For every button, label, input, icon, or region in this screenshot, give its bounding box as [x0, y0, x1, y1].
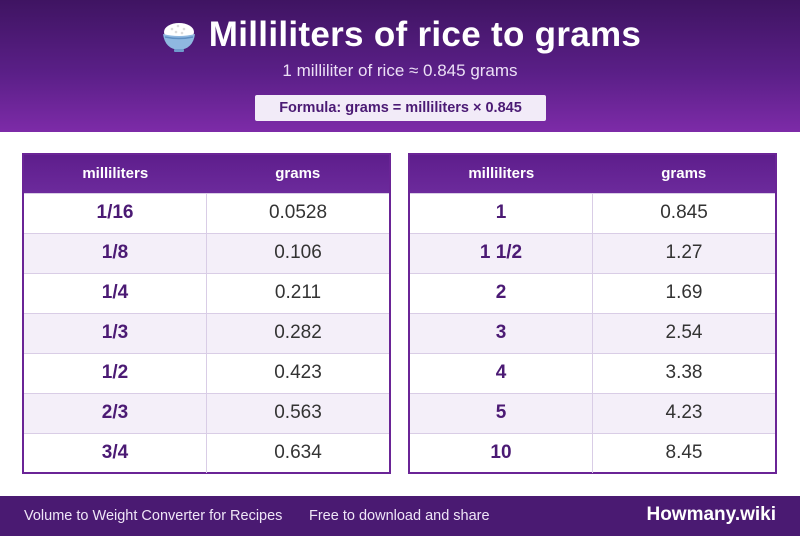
table-row: 1/16 0.0528 [24, 192, 389, 233]
cell-grams: 0.845 [592, 192, 775, 233]
table-row: 3/4 0.634 [24, 432, 389, 473]
title-row: Milliliters of rice to grams [0, 14, 800, 56]
cell-milliliters: 1/3 [24, 312, 207, 353]
cell-milliliters: 1 1/2 [410, 232, 593, 273]
column-header-grams: grams [592, 155, 775, 193]
table-row: 2/3 0.563 [24, 392, 389, 433]
table-row: 10 8.45 [410, 432, 775, 473]
footer-tagline: Volume to Weight Converter for Recipes [24, 508, 283, 524]
rice-bowl-icon [162, 23, 195, 52]
formula-badge: Formula: grams = milliliters × 0.845 [255, 95, 546, 121]
table-row: 1/4 0.211 [24, 272, 389, 313]
footer-note: Free to download and share [309, 508, 490, 524]
cell-grams: 0.0528 [206, 192, 389, 233]
cell-grams: 0.634 [206, 432, 389, 473]
cell-milliliters: 1 [410, 192, 593, 233]
cell-milliliters: 3/4 [24, 432, 207, 473]
cell-milliliters: 5 [410, 392, 593, 433]
table-row: 1/3 0.282 [24, 312, 389, 353]
cell-grams: 2.54 [592, 312, 775, 353]
column-header-grams: grams [206, 155, 389, 193]
page-title: Milliliters of rice to grams [208, 15, 642, 54]
cell-milliliters: 1/16 [24, 192, 207, 233]
cell-milliliters: 2 [410, 272, 593, 313]
cell-grams: 3.38 [592, 352, 775, 393]
cell-grams: 1.27 [592, 232, 775, 273]
cell-grams: 0.423 [206, 352, 389, 393]
cell-grams: 0.282 [206, 312, 389, 353]
cell-grams: 4.23 [592, 392, 775, 433]
conversion-table-right: milliliters grams 1 0.845 1 1/2 1.27 2 1.69… [408, 153, 777, 474]
table-row: 1/8 0.106 [24, 232, 389, 273]
brand-logo[interactable]: Howmany.wiki [646, 504, 776, 525]
cell-milliliters: 1/8 [24, 232, 207, 273]
footer: Volume to Weight Converter for Recipes F… [0, 496, 800, 536]
table-row: 1/2 0.423 [24, 352, 389, 393]
subtitle: 1 milliliter of rice ≈ 0.845 grams [282, 61, 518, 80]
cell-milliliters: 4 [410, 352, 593, 393]
table-row: 1 1/2 1.27 [410, 232, 775, 273]
cell-milliliters: 10 [410, 432, 593, 473]
cell-milliliters: 1/2 [24, 352, 207, 393]
cell-grams: 0.211 [206, 272, 389, 313]
table-row: 5 4.23 [410, 392, 775, 433]
table-row: 3 2.54 [410, 312, 775, 353]
table-right: milliliters grams 1 0.845 1 1/2 1.27 2 1.69… [410, 155, 775, 473]
cell-milliliters: 2/3 [24, 392, 207, 433]
column-header-milliliters: milliliters [410, 155, 593, 193]
cell-grams: 0.106 [206, 232, 389, 273]
cell-grams: 0.563 [206, 392, 389, 433]
cell-grams: 8.45 [592, 432, 775, 473]
column-header-milliliters: milliliters [24, 155, 207, 193]
conversion-table-left: milliliters grams 1/16 0.0528 1/8 0.106 1/… [22, 153, 391, 474]
cell-milliliters: 1/4 [24, 272, 207, 313]
table-left: milliliters grams 1/16 0.0528 1/8 0.106 1/… [24, 155, 389, 473]
cell-grams: 1.69 [592, 272, 775, 313]
table-row: 1 0.845 [410, 192, 775, 233]
table-row: 4 3.38 [410, 352, 775, 393]
cell-milliliters: 3 [410, 312, 593, 353]
header: Milliliters of rice to grams 1 millilite… [0, 0, 800, 132]
table-row: 2 1.69 [410, 272, 775, 313]
